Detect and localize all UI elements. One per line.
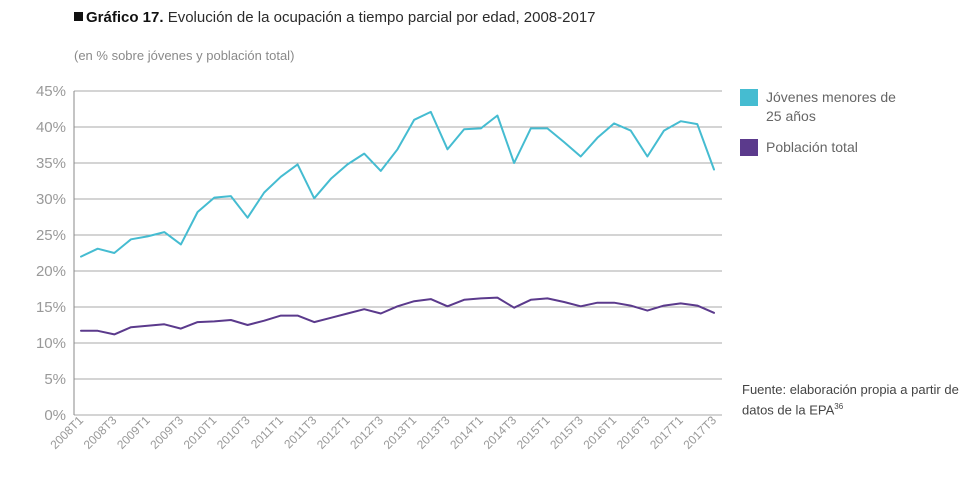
- series-line-jovenes: [80, 110, 715, 258]
- legend-swatch-poblacion: [740, 139, 758, 156]
- legend: Jóvenes menores de 25 años Población tot…: [740, 88, 940, 169]
- source-note: Fuente: elaboración propia a partir de d…: [742, 381, 967, 418]
- x-tick-label: 2011T1: [248, 413, 286, 451]
- x-tick-label: 2010T3: [214, 413, 253, 452]
- y-tick-label: 35%: [36, 155, 66, 172]
- x-tick-label: 2015T3: [547, 413, 586, 452]
- x-tick-label: 2011T3: [281, 413, 319, 451]
- y-tick-label: 40%: [36, 119, 66, 136]
- legend-item-poblacion: Población total: [740, 138, 940, 157]
- y-tick-label: 30%: [36, 191, 66, 208]
- legend-swatch-jovenes: [740, 89, 758, 106]
- x-tick-label: 2017T3: [680, 413, 719, 452]
- x-tick-label: 2013T3: [414, 413, 453, 452]
- y-axis: 0% 5% 10% 15% 20% 25% 30% 35% 40% 45%: [36, 83, 75, 424]
- y-tick-label: 5%: [44, 371, 66, 388]
- x-tick-label: 2008T3: [81, 413, 120, 452]
- chart-subtitle: (en % sobre jóvenes y población total): [74, 48, 295, 63]
- x-tick-label: 2014T3: [481, 413, 520, 452]
- chart-title-text: Evolución de la ocupación a tiempo parci…: [163, 9, 596, 26]
- legend-label-jovenes: Jóvenes menores de 25 años: [766, 89, 896, 124]
- y-tick-label: 0%: [44, 407, 66, 424]
- legend-item-jovenes: Jóvenes menores de 25 años: [740, 88, 940, 126]
- y-tick-label: 45%: [36, 83, 66, 100]
- x-tick-label: 2009T3: [147, 413, 186, 452]
- x-tick-label: 2016T3: [614, 413, 653, 452]
- chart-title-number: Gráfico 17.: [86, 9, 164, 26]
- series-line-poblacion: [80, 296, 715, 336]
- chart-title: Gráfico 17. Evolución de la ocupación a …: [74, 9, 596, 26]
- x-tick-label: 2015T1: [514, 413, 553, 452]
- y-tick-label: 10%: [36, 335, 66, 352]
- gridlines: [74, 90, 722, 416]
- title-bullet-icon: [74, 12, 83, 21]
- x-tick-label: 2012T1: [314, 413, 353, 452]
- y-tick-label: 20%: [36, 263, 66, 280]
- x-tick-label: 2014T1: [447, 413, 486, 452]
- x-tick-label: 2017T1: [647, 413, 686, 452]
- legend-label-poblacion: Población total: [766, 139, 858, 155]
- series-lines: [80, 110, 715, 336]
- source-text: Fuente: elaboración propia a partir de d…: [742, 382, 959, 418]
- x-tick-label: 2012T3: [347, 413, 386, 452]
- x-tick-label: 2009T1: [114, 413, 153, 452]
- x-tick-label: 2010T1: [181, 413, 220, 452]
- x-tick-label: 2013T1: [381, 413, 420, 452]
- source-footnote: 36: [834, 402, 844, 411]
- y-tick-label: 25%: [36, 227, 66, 244]
- x-axis: 2008T12008T32009T12009T32010T12010T32011…: [47, 413, 719, 452]
- x-tick-label: 2016T1: [580, 413, 619, 452]
- y-tick-label: 15%: [36, 299, 66, 316]
